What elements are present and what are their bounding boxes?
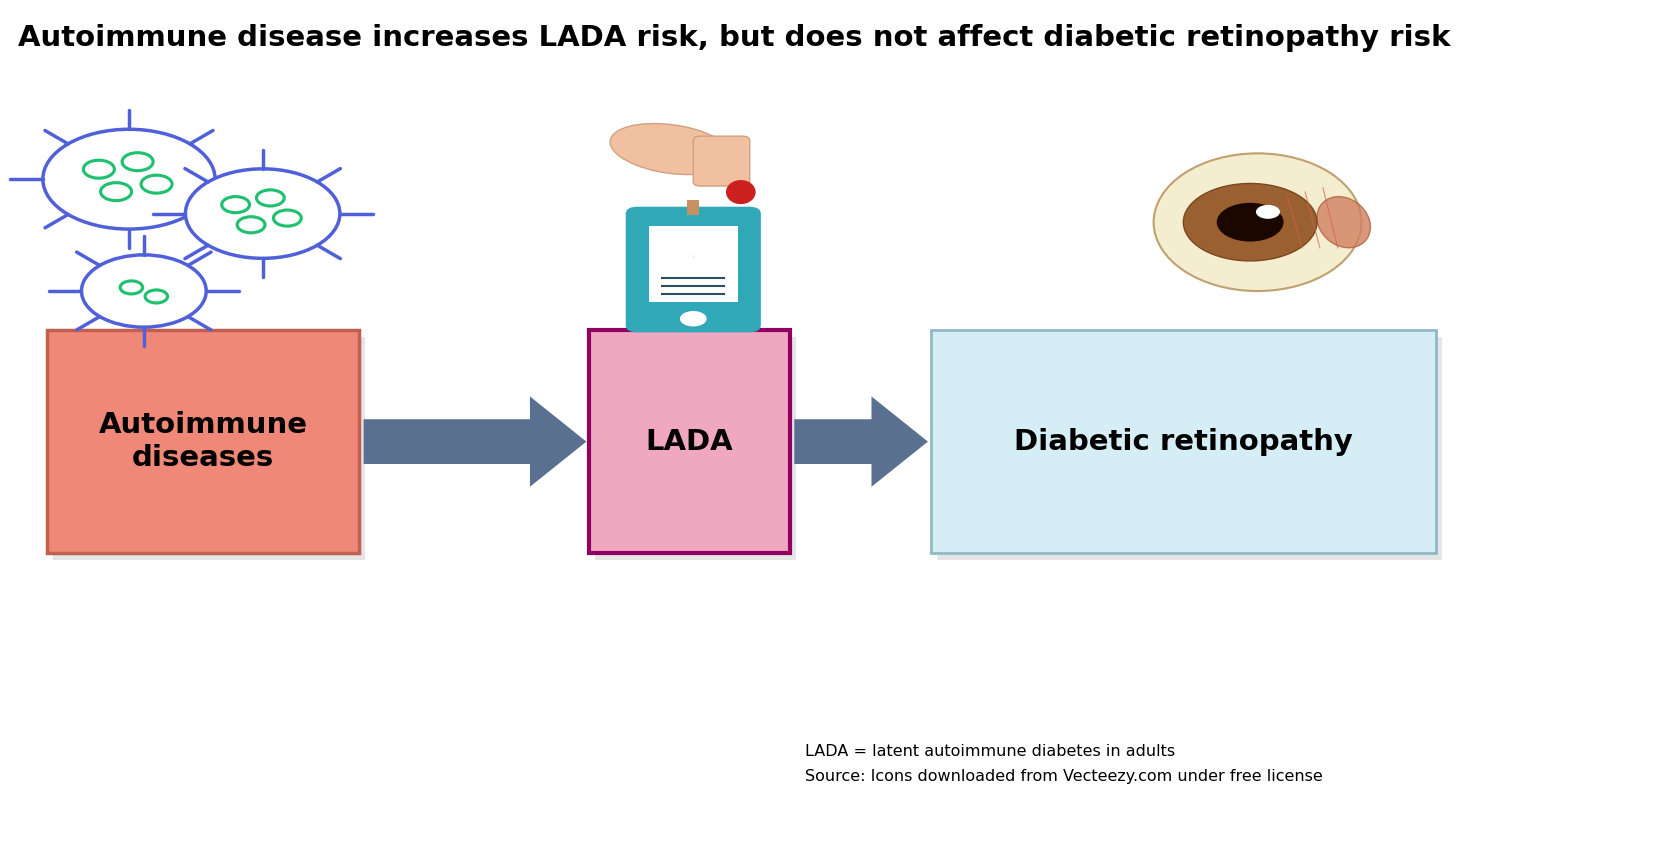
Ellipse shape [1317, 197, 1371, 248]
Text: Autoimmune
diseases: Autoimmune diseases [99, 411, 308, 472]
Circle shape [680, 311, 706, 326]
Circle shape [1217, 203, 1284, 242]
FancyBboxPatch shape [48, 330, 359, 553]
Text: LADA = latent autoimmune diabetes in adults
Source: Icons downloaded from Vectee: LADA = latent autoimmune diabetes in adu… [804, 745, 1323, 784]
Circle shape [101, 183, 132, 201]
Polygon shape [726, 180, 756, 204]
Circle shape [122, 152, 154, 171]
FancyBboxPatch shape [53, 337, 366, 560]
FancyBboxPatch shape [936, 337, 1442, 560]
Text: LADA: LADA [645, 428, 733, 456]
Circle shape [185, 169, 339, 258]
Polygon shape [364, 397, 587, 487]
Circle shape [222, 197, 250, 213]
FancyBboxPatch shape [625, 207, 761, 333]
Circle shape [83, 160, 114, 178]
Circle shape [1255, 205, 1280, 219]
FancyBboxPatch shape [931, 330, 1436, 553]
FancyBboxPatch shape [688, 200, 700, 216]
Circle shape [1183, 184, 1317, 261]
Circle shape [273, 210, 301, 226]
Text: Autoimmune disease increases LADA risk, but does not affect diabetic retinopathy: Autoimmune disease increases LADA risk, … [18, 24, 1451, 52]
FancyBboxPatch shape [589, 330, 791, 553]
Circle shape [146, 290, 167, 303]
Circle shape [256, 190, 284, 206]
FancyBboxPatch shape [693, 136, 749, 186]
Circle shape [43, 129, 215, 229]
Text: Diabetic retinopathy: Diabetic retinopathy [1014, 428, 1353, 456]
Polygon shape [794, 397, 928, 487]
Circle shape [237, 216, 265, 233]
FancyBboxPatch shape [595, 337, 796, 560]
Circle shape [141, 175, 172, 193]
FancyBboxPatch shape [648, 226, 738, 302]
Ellipse shape [1153, 153, 1361, 291]
Circle shape [121, 281, 142, 294]
Ellipse shape [610, 124, 733, 175]
Circle shape [81, 255, 207, 327]
